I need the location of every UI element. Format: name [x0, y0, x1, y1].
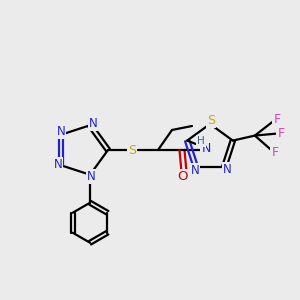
Text: N: N — [223, 163, 232, 176]
Text: S: S — [207, 113, 215, 127]
Text: N: N — [190, 164, 199, 177]
Text: F: F — [271, 146, 278, 159]
Text: F: F — [277, 127, 284, 140]
Text: S: S — [128, 143, 136, 157]
Text: F: F — [273, 113, 280, 126]
Text: O: O — [178, 170, 188, 184]
Text: N: N — [201, 142, 211, 155]
Text: N: N — [89, 117, 98, 130]
Text: N: N — [57, 125, 65, 138]
Text: N: N — [87, 170, 95, 183]
Text: N: N — [54, 158, 62, 171]
Text: H: H — [197, 136, 205, 146]
